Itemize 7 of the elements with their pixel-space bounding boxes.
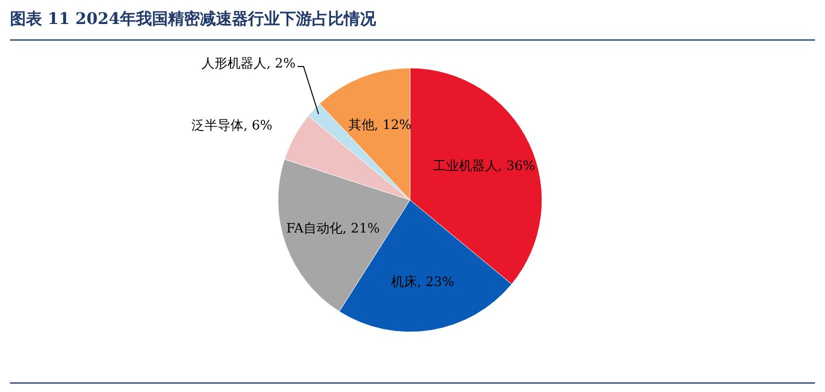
slice-label: FA自动化, 21% bbox=[286, 222, 380, 237]
chart-title: 图表 11 2024年我国精密减速器行业下游占比情况 bbox=[10, 9, 377, 28]
slice-label: 泛半导体, 6% bbox=[192, 118, 272, 134]
slice-label: 人形机器人, 2% bbox=[202, 56, 296, 72]
slice-label: 工业机器人, 36% bbox=[432, 159, 536, 174]
slice-label: 机床, 23% bbox=[391, 274, 454, 290]
slice-label: 其他, 12% bbox=[348, 118, 412, 133]
